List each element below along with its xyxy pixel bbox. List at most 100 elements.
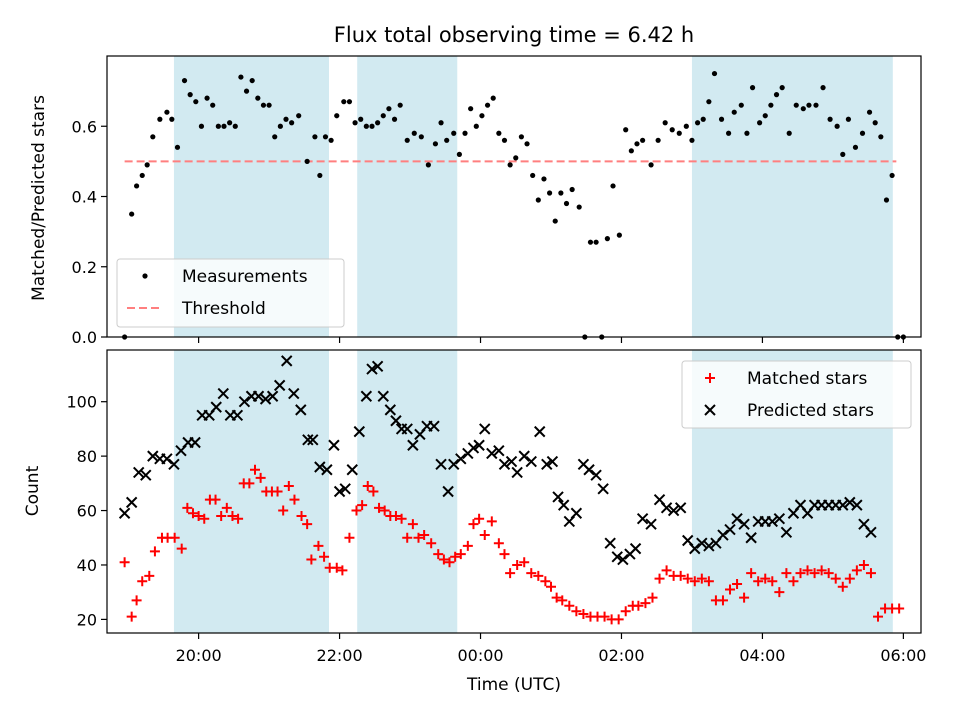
data-point [467,442,480,454]
data-point [623,127,629,133]
data-point [526,568,537,579]
data-point [473,439,485,451]
data-point [380,113,386,119]
data-point [738,518,750,530]
data-point [662,120,668,126]
data-point [187,508,198,519]
data-point [865,568,876,579]
data-point [546,190,553,196]
data-point [711,70,718,77]
shaded-window [357,56,458,337]
data-point [683,123,689,129]
data-point [386,106,392,112]
data-point [640,598,651,609]
legend-marker [705,373,715,383]
data-point [486,447,498,460]
data-point [288,387,300,400]
data-point [243,88,250,94]
data-point [570,507,583,519]
data-point [773,513,786,525]
data-point [334,113,340,119]
data-point [473,123,479,129]
data-point [512,559,523,570]
data-point [232,123,238,129]
data-point [667,504,680,517]
data-point [597,483,609,495]
data-point [541,176,547,182]
shaded-window [691,56,893,337]
data-point [511,466,523,479]
chart-title: Flux total observing time = 6.42 h [334,23,694,47]
data-point [739,592,750,603]
data-point [766,515,779,528]
data-point [139,172,145,179]
data-point [304,158,310,164]
data-point [126,611,137,622]
data-point [351,505,362,516]
data-point [164,109,170,115]
data-point [328,137,334,143]
data-point [363,123,369,129]
data-point [375,120,381,126]
data-point [360,390,373,402]
data-point [837,499,849,511]
data-point [150,134,156,140]
data-point [689,542,701,555]
data-point [371,360,384,373]
y-tick-label: 0.0 [72,328,97,347]
data-point [321,464,333,476]
data-point [674,502,687,514]
data-point [407,439,419,451]
data-point [339,483,351,495]
data-point [762,113,768,119]
data-point [726,130,732,136]
data-point [278,505,289,516]
data-point [426,538,437,549]
data-point [629,542,642,555]
data-point [490,95,496,101]
x-axis [198,337,904,343]
data-point [402,532,413,543]
data-point [816,565,827,576]
data-point [283,481,294,492]
data-point [119,557,130,568]
data-point [781,568,792,579]
legend-box [116,258,345,328]
data-point [129,211,135,217]
data-point [118,507,131,519]
legend-marker [704,404,716,416]
data-point [433,549,444,560]
data-point [133,466,145,479]
data-point [806,102,812,108]
data-point [182,502,193,513]
data-point [259,393,272,405]
data-point [613,614,624,625]
data-point [289,120,295,126]
data-point [344,532,355,543]
data-point [379,505,390,516]
data-point [571,606,582,617]
data-point [479,423,491,435]
top-panel: 0.0 0.2 0.4 0.6 Matched/Predicted stars Mea… [29,55,922,347]
data-point [451,130,457,136]
data-point [337,565,348,576]
data-point [689,576,700,587]
data-point [474,513,485,524]
shaded-windows [173,56,893,337]
x-tick-label: 02:00 [598,646,644,665]
data-point [780,526,793,539]
legend-marker [142,273,148,279]
data-point [616,232,622,238]
data-point [648,162,654,168]
y-tick-label: 80 [77,447,97,466]
data-point [505,455,518,468]
data-point [296,510,307,521]
data-point [176,543,187,554]
data-point [455,453,467,465]
data-marks [118,355,905,625]
data-point [533,570,544,581]
data-point [872,120,878,126]
data-point [788,576,799,587]
data-point [479,113,485,119]
